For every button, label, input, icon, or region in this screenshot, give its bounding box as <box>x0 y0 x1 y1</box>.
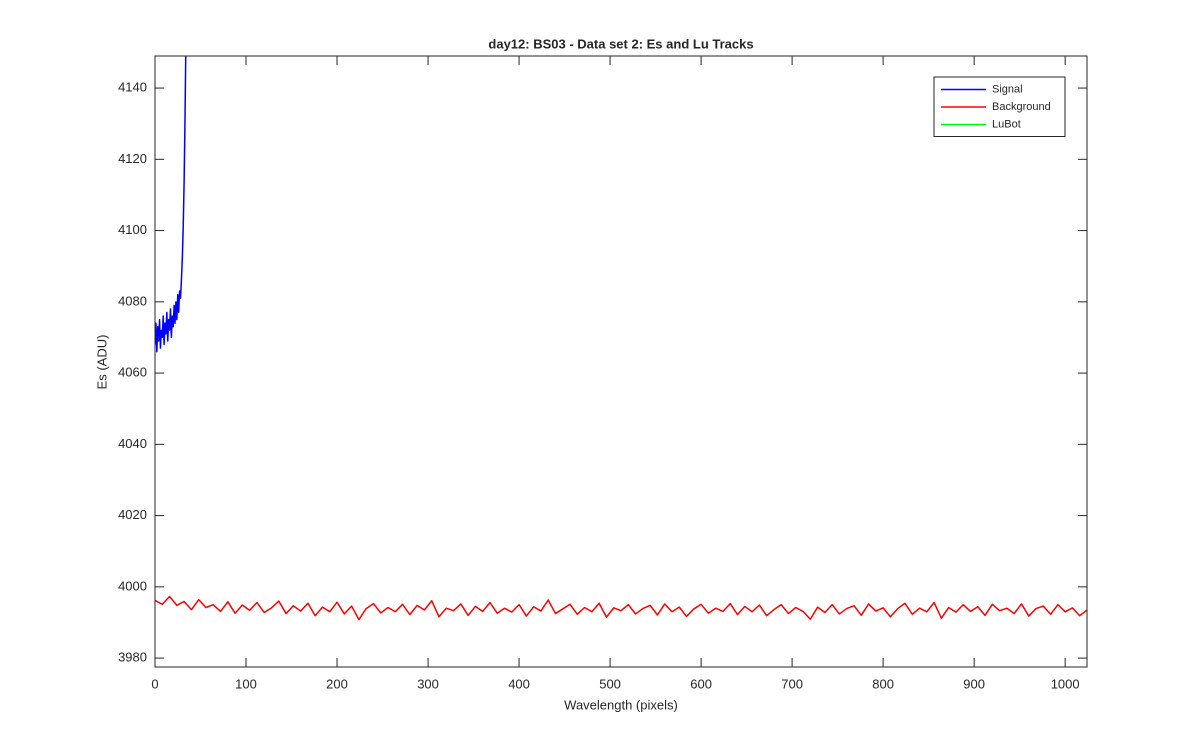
y-tick-label: 4000 <box>118 578 147 593</box>
x-tick-label: 400 <box>508 676 530 691</box>
y-tick-label: 3980 <box>118 650 147 665</box>
y-tick-label: 4120 <box>118 151 147 166</box>
x-tick-label: 1000 <box>1051 676 1080 691</box>
y-tick-label: 4100 <box>118 222 147 237</box>
y-tick-label: 4040 <box>118 436 147 451</box>
y-tick-label: 4080 <box>118 293 147 308</box>
axes-box <box>154 55 1088 668</box>
x-tick-label: 500 <box>599 676 621 691</box>
plot-area <box>155 56 1087 621</box>
x-tick-label: 0 <box>151 676 158 691</box>
x-tick-label: 300 <box>417 676 439 691</box>
x-tick-label: 700 <box>781 676 803 691</box>
x-tick-label: 800 <box>872 676 894 691</box>
x-tick-label: 200 <box>326 676 348 691</box>
legend-label: Background <box>992 101 1051 113</box>
x-tick-label: 900 <box>963 676 985 691</box>
chart-title: day12: BS03 - Data set 2: Es and Lu Trac… <box>488 36 753 51</box>
series-line <box>155 595 1087 621</box>
legend: Signal Background LuBot <box>933 76 1066 137</box>
legend-label: LuBot <box>992 118 1021 130</box>
x-tick-label: 600 <box>690 676 712 691</box>
y-axis-label: Es (ADU) <box>94 335 109 390</box>
legend-label: Signal <box>992 83 1023 95</box>
x-axis-label: Wavelength (pixels) <box>564 697 678 712</box>
x-tick-label: 100 <box>235 676 257 691</box>
y-tick-label: 4140 <box>118 80 147 95</box>
series-line <box>155 56 187 353</box>
y-tick-label: 4020 <box>118 507 147 522</box>
y-tick-label: 4060 <box>118 365 147 380</box>
